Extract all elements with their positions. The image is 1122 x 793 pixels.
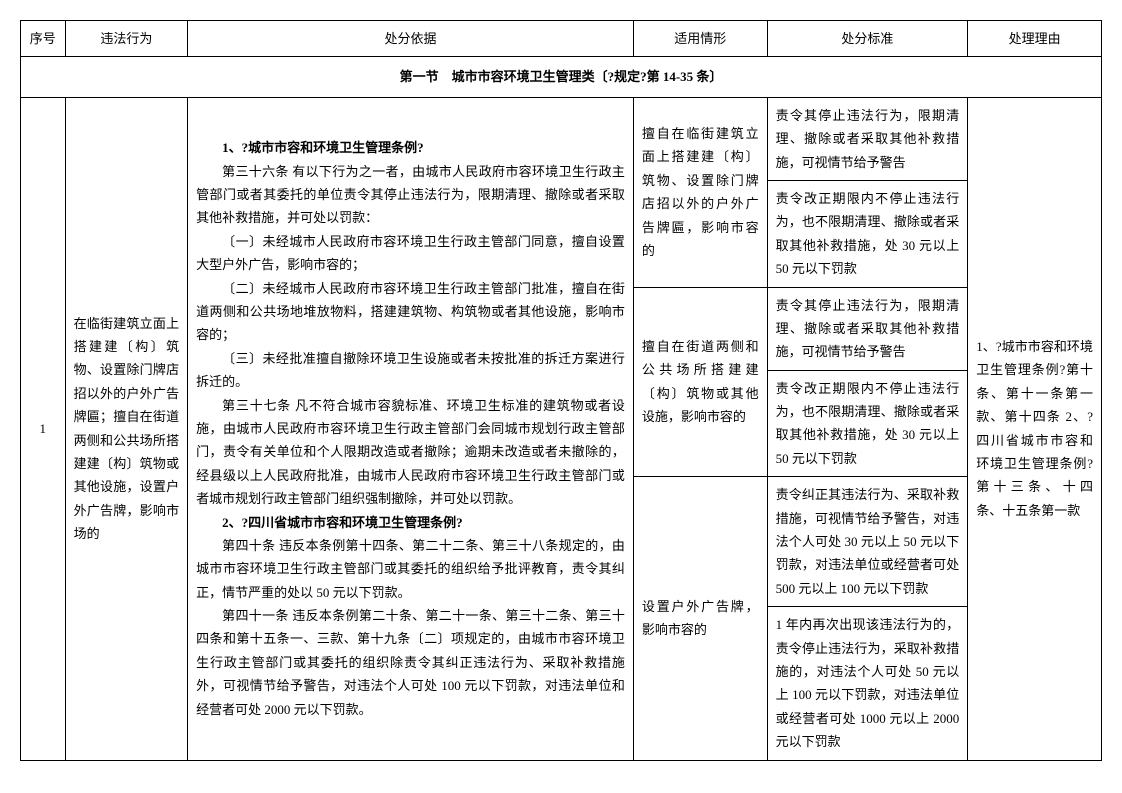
basis-title-2: 2、?四川省城市市容和环境卫生管理条例?	[196, 511, 625, 534]
basis-paragraph: 第四十条 违反本条例第十四条、第二十二条、第三十八条规定的，由城市市容环境卫生行…	[196, 534, 625, 604]
header-standard: 处分标准	[767, 21, 968, 57]
basis-title-1: 1、?城市市容和环境卫生管理条例?	[196, 136, 625, 159]
cell-circumstance-3: 设置户外广告牌，影响市容的	[633, 477, 767, 760]
cell-circumstance-2: 擅自在街道两侧和公共场所搭建建〔构〕筑物或其他设施，影响市容的	[633, 287, 767, 477]
cell-standard-2: 责令改正期限内不停止违法行为，也不限期清理、撤除或者采取其他补救措施，处 30 …	[767, 180, 968, 287]
cell-reason: 1、?城市市容和环境卫生管理条例?第十条、第十一条第一款、第十四条 2、?四川省…	[968, 97, 1102, 760]
cell-standard-6: 1 年内再次出现该违法行为的，责令停止违法行为，采取补救措施的，对违法个人可处 …	[767, 607, 968, 760]
document-page: 序号 违法行为 处分依据 适用情形 处分标准 处理理由 第一节 城市市容环境卫生…	[20, 20, 1102, 761]
table-row: 1 在临街建筑立面上搭建建〔构〕筑物、设置除门牌店招以外的户外广告牌匾；擅自在街…	[21, 97, 1102, 180]
cell-seq: 1	[21, 97, 66, 760]
cell-standard-5: 责令纠正其违法行为、采取补救措施，可视情节给予警告，对违法个人可处 30 元以上…	[767, 477, 968, 607]
cell-circumstance-1: 擅自在临街建筑立面上搭建建〔构〕筑物、设置除门牌店招以外的户外广告牌匾，影响市容…	[633, 97, 767, 287]
header-basis: 处分依据	[188, 21, 634, 57]
header-seq: 序号	[21, 21, 66, 57]
cell-standard-1: 责令其停止违法行为，限期清理、撤除或者采取其他补救措施，可视情节给予警告	[767, 97, 968, 180]
basis-paragraph: 第四十一条 违反本条例第二十条、第二十一条、第三十二条、第三十四条和第十五条一、…	[196, 604, 625, 721]
basis-paragraph: 〔二〕未经城市人民政府市容环境卫生行政主管部门批准，擅自在街道两侧和公共场地堆放…	[196, 277, 625, 347]
regulation-table: 序号 违法行为 处分依据 适用情形 处分标准 处理理由 第一节 城市市容环境卫生…	[20, 20, 1102, 761]
cell-standard-4: 责令改正期限内不停止违法行为，也不限期清理、撤除或者采取其他补救措施，处 30 …	[767, 370, 968, 477]
basis-paragraph: 第三十七条 凡不符合城市容貌标准、环境卫生标准的建筑物或者设施，由城市人民政府市…	[196, 394, 625, 511]
header-violation: 违法行为	[65, 21, 188, 57]
header-circumstance: 适用情形	[633, 21, 767, 57]
cell-basis: 1、?城市市容和环境卫生管理条例? 第三十六条 有以下行为之一者，由城市人民政府…	[188, 97, 634, 760]
basis-paragraph: 第三十六条 有以下行为之一者，由城市人民政府市容环境卫生行政主管部门或者其委托的…	[196, 160, 625, 230]
basis-paragraph: 〔三〕未经批准擅自撤除环境卫生设施或者未按批准的拆迁方案进行拆迁的。	[196, 347, 625, 394]
section-title: 第一节 城市市容环境卫生管理类〔?规定?第 14-35 条〕	[21, 57, 1102, 97]
section-title-row: 第一节 城市市容环境卫生管理类〔?规定?第 14-35 条〕	[21, 57, 1102, 97]
basis-paragraph: 〔一〕未经城市人民政府市容环境卫生行政主管部门同意，擅自设置大型户外广告，影响市…	[196, 230, 625, 277]
table-header-row: 序号 违法行为 处分依据 适用情形 处分标准 处理理由	[21, 21, 1102, 57]
header-reason: 处理理由	[968, 21, 1102, 57]
cell-standard-3: 责令其停止违法行为，限期清理、撤除或者采取其他补救措施，可视情节给予警告	[767, 287, 968, 370]
cell-violation: 在临街建筑立面上搭建建〔构〕筑物、设置除门牌店招以外的户外广告牌匾；擅自在街道两…	[65, 97, 188, 760]
